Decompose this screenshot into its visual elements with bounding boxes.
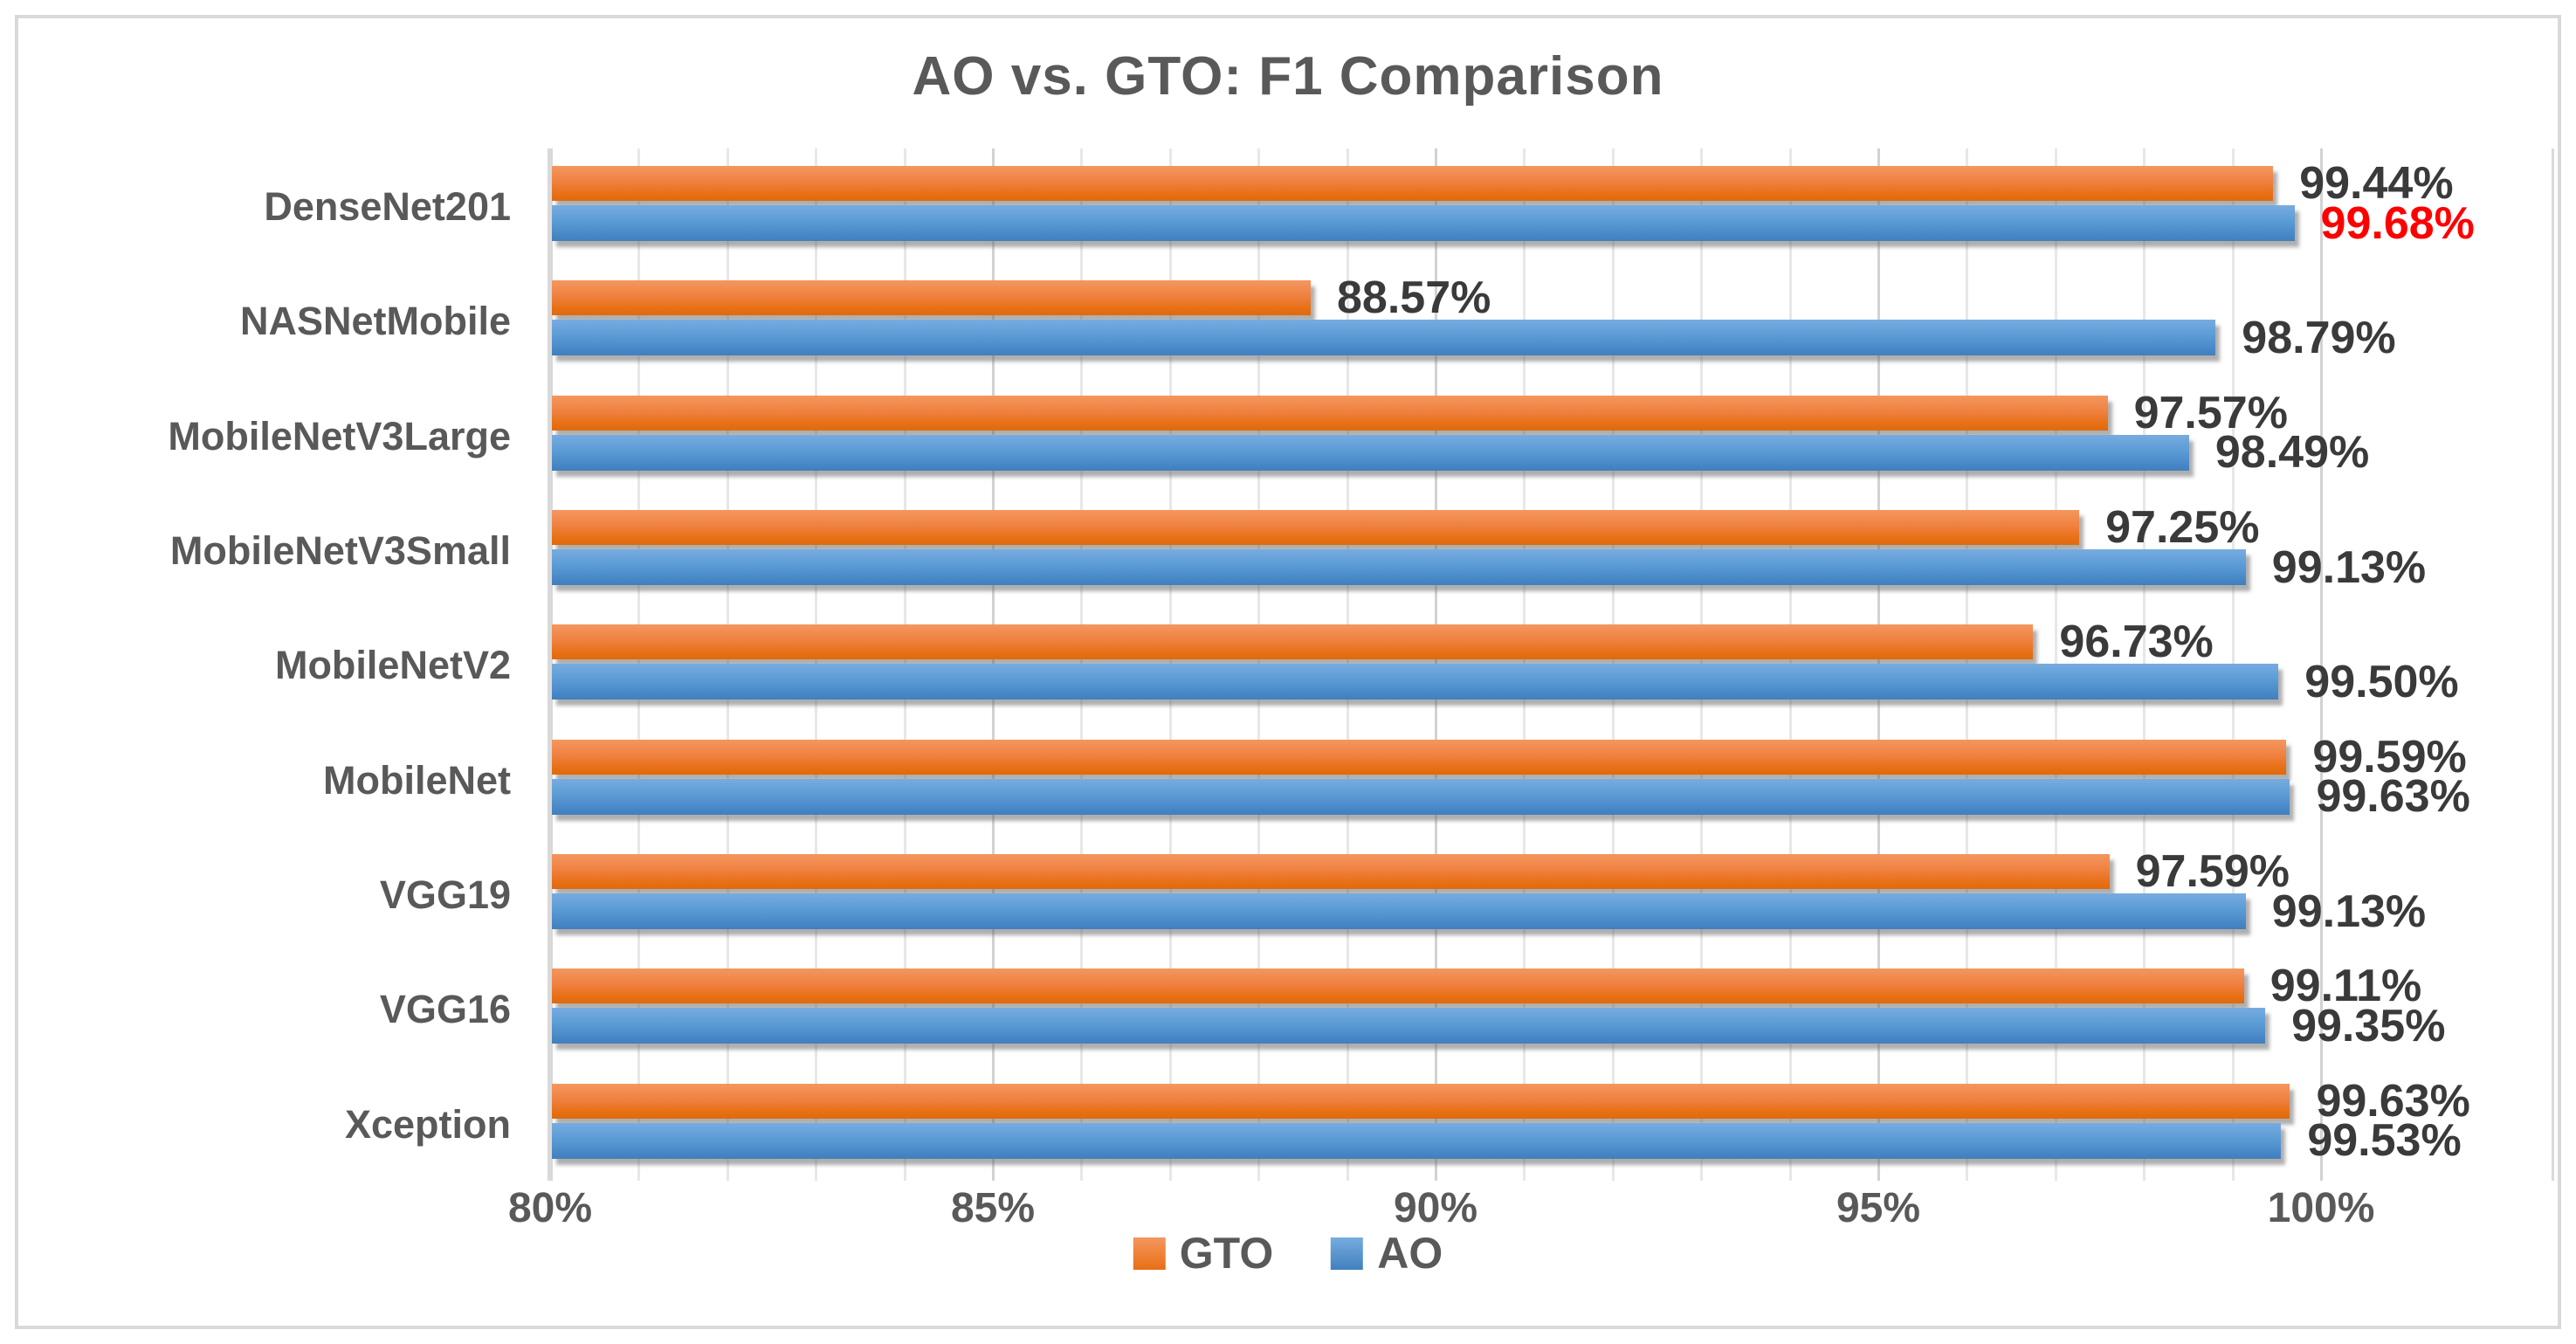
bar-gto-nasnetmobile — [552, 280, 1311, 316]
bar-gto-xception — [552, 1083, 2290, 1119]
chart-title: AO vs. GTO: F1 Comparison — [912, 46, 1664, 107]
plot-right-border — [2552, 148, 2554, 1181]
bar-gto-mobilenetv3small — [552, 510, 2080, 545]
value-axis-line — [548, 148, 553, 1181]
value-label-gto-mobilenetv3small: 97.25% — [2105, 502, 2260, 553]
x-tick-95: 95% — [1836, 1185, 1921, 1231]
category-label-mobilenet: MobileNet — [322, 757, 511, 803]
value-label-gto-vgg19: 97.59% — [2135, 846, 2290, 897]
legend-item-gto: GTO — [1133, 1231, 1273, 1275]
legend-swatch-gto — [1133, 1237, 1166, 1270]
value-label-ao-nasnetmobile: 98.79% — [2242, 312, 2396, 363]
value-label-ao-mobilenetv2: 99.50% — [2304, 656, 2459, 707]
value-label-gto-mobilenet: 99.59% — [2312, 731, 2467, 782]
category-label-densenet201: DenseNet201 — [264, 184, 511, 229]
value-label-ao-xception: 99.53% — [2307, 1115, 2462, 1167]
x-tick-85: 85% — [950, 1185, 1036, 1231]
value-label-ao-mobilenetv3small: 99.13% — [2271, 541, 2427, 593]
bar-ao-vgg19 — [552, 893, 2246, 929]
bar-gto-densenet201 — [552, 166, 2274, 201]
category-label-mobilenetv3large: MobileNetV3Large — [168, 413, 511, 458]
value-label-gto-xception: 99.63% — [2316, 1075, 2470, 1127]
bar-ao-mobilenetv3large — [552, 434, 2189, 471]
gridline-100 — [2320, 148, 2323, 1181]
legend-label-ao: AO — [1377, 1229, 1443, 1278]
legend-label-gto: GTO — [1179, 1229, 1274, 1278]
value-label-gto-densenet201: 99.44% — [2299, 158, 2454, 209]
value-label-ao-densenet201: 99.68% — [2320, 197, 2475, 249]
bar-ao-vgg16 — [552, 1008, 2266, 1044]
x-tick-80: 80% — [507, 1185, 593, 1231]
bar-ao-xception — [552, 1122, 2282, 1159]
category-label-mobilenetv3small: MobileNetV3Small — [169, 528, 511, 573]
x-tick-100: 100% — [2267, 1185, 2375, 1231]
bar-ao-densenet201 — [552, 205, 2295, 241]
value-label-gto-mobilenetv3large: 97.57% — [2133, 387, 2288, 438]
legend-item-ao: AO — [1331, 1231, 1443, 1275]
value-label-gto-mobilenetv2: 96.73% — [2059, 617, 2214, 668]
category-label-vgg19: VGG19 — [379, 872, 511, 917]
x-tick-90: 90% — [1393, 1185, 1478, 1231]
bar-gto-vgg16 — [552, 968, 2244, 1004]
category-label-nasnetmobile: NASNetMobile — [239, 299, 511, 344]
plot-area: 99.44% 99.68% 88.57% 98.79% 97.57% 98.49% 97.2… — [548, 148, 2554, 1181]
value-label-ao-vgg16: 99.35% — [2291, 1000, 2446, 1051]
bar-ao-mobilenetv2 — [552, 664, 2279, 700]
legend: GTO AO — [1133, 1231, 1443, 1275]
bar-gto-mobilenetv2 — [552, 624, 2034, 660]
category-label-xception: Xception — [344, 1101, 511, 1147]
bar-ao-nasnetmobile — [552, 320, 2216, 356]
category-label-mobilenetv2: MobileNetV2 — [274, 643, 511, 688]
value-label-ao-mobilenet: 99.63% — [2316, 771, 2470, 823]
value-label-ao-mobilenetv3large: 98.49% — [2214, 427, 2370, 479]
value-label-gto-vgg16: 99.11% — [2269, 961, 2422, 1012]
value-label-gto-nasnetmobile: 88.57% — [1336, 272, 1491, 324]
bar-gto-mobilenetv3large — [552, 395, 2108, 431]
bar-gto-vgg19 — [552, 854, 2110, 889]
bar-ao-mobilenet — [552, 778, 2290, 815]
bar-gto-mobilenet — [552, 739, 2287, 775]
value-label-ao-vgg19: 99.13% — [2271, 886, 2427, 937]
category-label-vgg16: VGG16 — [379, 987, 511, 1032]
legend-swatch-ao — [1331, 1237, 1364, 1270]
bar-ao-mobilenetv3small — [552, 549, 2246, 585]
